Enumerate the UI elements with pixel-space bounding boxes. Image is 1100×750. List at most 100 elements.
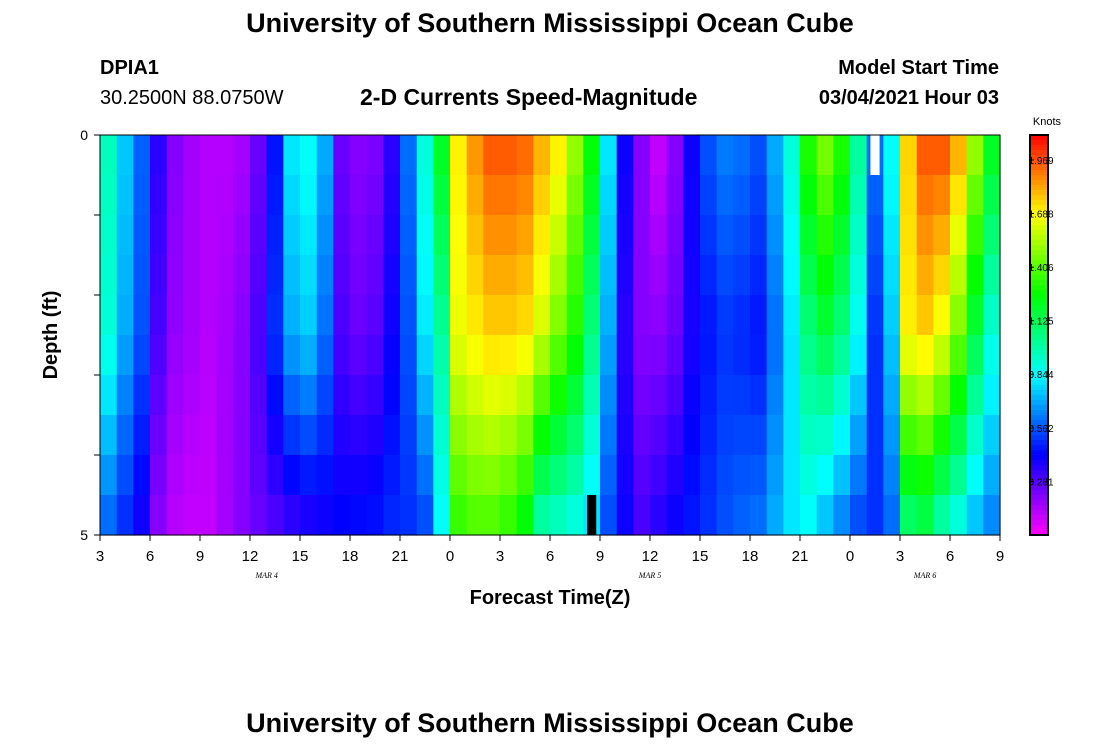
heatmap-cell [466,455,484,496]
heatmap-cell [183,295,201,336]
heatmap-cell [950,495,968,536]
colorbar-segment [1030,310,1048,316]
heatmap-cell [716,175,734,216]
heatmap-cell [800,175,818,216]
heatmap-cell [566,375,584,416]
heatmap-cell [533,175,551,216]
heatmap-cell [716,215,734,256]
heatmap-cell [416,415,434,456]
x-tick-label: 3 [896,548,904,565]
heatmap-cell [250,455,268,496]
heatmap-cell [166,215,184,256]
heatmap-cell [750,455,768,496]
colorbar-segment [1030,525,1048,531]
heatmap-cell [900,135,918,176]
heatmap-cell [750,215,768,256]
heatmap-cell [916,215,934,256]
heatmap-cell [700,375,718,416]
heatmap-cell [633,255,651,296]
colorbar-segment [1030,515,1048,521]
heatmap-cell [983,215,1001,256]
colorbar-segment [1030,300,1048,306]
heatmap-cell [250,175,268,216]
heatmap-cell [816,335,834,376]
heatmap-cell [866,375,884,416]
colorbar-segment [1030,490,1048,496]
colorbar-tick-label: 1.688 [1028,209,1053,220]
colorbar-segment [1030,255,1048,261]
heatmap-cell [550,335,568,376]
heatmap-cell [316,335,334,376]
heatmap-cell [400,295,418,336]
heatmap-cell [666,215,684,256]
heatmap-cell [216,415,234,456]
date-label: MAR 5 [638,571,661,580]
heatmap-cell [483,495,501,536]
heatmap-cell [950,295,968,336]
colorbar-segment [1030,370,1048,376]
heatmap-cell [933,335,951,376]
heatmap-cell [400,375,418,416]
heatmap-cell [200,415,218,456]
heatmap-cell [300,415,318,456]
heatmap-cell [700,295,718,336]
heatmap-cell [783,375,801,416]
heatmap-cell [100,495,118,536]
heatmap-cell [566,175,584,216]
colorbar-segment [1030,455,1048,461]
heatmap-cells [100,135,1001,536]
colorbar-segment [1030,390,1048,396]
heatmap-cell [850,295,868,336]
heatmap-cell [583,135,601,176]
colorbar-segment [1030,395,1048,401]
heatmap-cell [400,255,418,296]
heatmap-cell [616,295,634,336]
colorbar-border [1029,134,1049,536]
heatmap-cell [933,375,951,416]
heatmap-cell [800,335,818,376]
heatmap-cell [883,375,901,416]
heatmap-cell [600,255,618,296]
heatmap-cell [433,375,451,416]
heatmap-cell [516,135,534,176]
heatmap-cell [583,295,601,336]
heatmap-cell [250,375,268,416]
heatmap-cell [466,335,484,376]
colorbar-segment [1030,205,1048,211]
heatmap-cell [733,135,751,176]
heatmap-cell [700,415,718,456]
heatmap-cell [133,135,151,176]
x-tick-label: 21 [792,548,809,565]
heatmap-cell [750,375,768,416]
colorbar-segment [1030,235,1048,241]
heatmap-cell [383,175,401,216]
y-axis-label: Depth (ft) [40,291,62,380]
x-tick-label: 12 [642,548,659,565]
heatmap-cell [983,335,1001,376]
heatmap-cell [100,215,118,256]
heatmap-cell [450,255,468,296]
heatmap-cell [483,175,501,216]
heatmap-cell [516,415,534,456]
heatmap-cell [866,295,884,336]
heatmap-cell [283,255,301,296]
heatmap-cell [950,215,968,256]
heatmap-cell [983,135,1001,176]
heatmap-cell [700,135,718,176]
colorbar-segment [1030,215,1048,221]
heatmap-cell [783,255,801,296]
heatmap-cell [183,375,201,416]
heatmap-cell [500,255,518,296]
heatmap-cell [650,135,668,176]
heatmap-cell [300,495,318,536]
heatmap-cell [816,175,834,216]
heatmap-cell [883,415,901,456]
colorbar-segment [1030,135,1048,141]
heatmap-cell [583,415,601,456]
heatmap-cell [366,415,384,456]
heatmap-cell [983,255,1001,296]
heatmap-cell [833,255,851,296]
heatmap-cell [900,455,918,496]
heatmap-cell [883,215,901,256]
heatmap-cell [766,335,784,376]
